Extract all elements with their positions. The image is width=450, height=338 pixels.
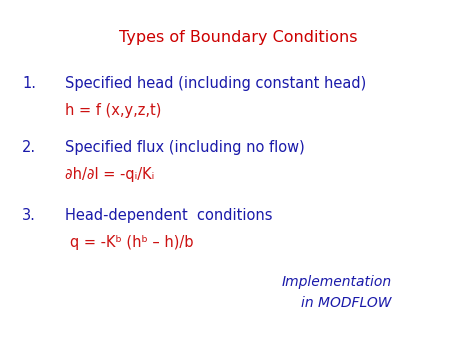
Text: in MODFLOW: in MODFLOW — [301, 296, 392, 310]
Text: h = f (x,y,z,t): h = f (x,y,z,t) — [65, 103, 162, 118]
Text: q = -Kᵇ (hᵇ – h)/b: q = -Kᵇ (hᵇ – h)/b — [70, 235, 193, 250]
Text: Specified head (including constant head): Specified head (including constant head) — [65, 76, 366, 91]
Text: 3.: 3. — [22, 208, 36, 223]
Text: Types of Boundary Conditions: Types of Boundary Conditions — [119, 30, 358, 45]
Text: Head-dependent  conditions: Head-dependent conditions — [65, 208, 273, 223]
Text: ∂h/∂l = -qᵢ/Kᵢ: ∂h/∂l = -qᵢ/Kᵢ — [65, 167, 154, 182]
Text: 2.: 2. — [22, 140, 36, 155]
Text: Specified flux (including no flow): Specified flux (including no flow) — [65, 140, 305, 155]
Text: Implementation: Implementation — [281, 275, 392, 289]
Text: 1.: 1. — [22, 76, 36, 91]
